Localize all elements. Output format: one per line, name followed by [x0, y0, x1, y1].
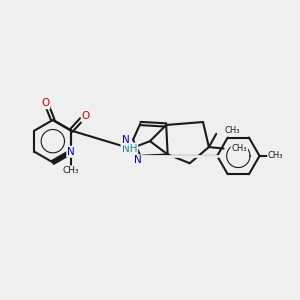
Text: N: N — [122, 135, 130, 145]
Text: N: N — [134, 155, 141, 165]
Text: O: O — [41, 98, 49, 108]
Text: CH₃: CH₃ — [268, 152, 283, 160]
Text: CH₃: CH₃ — [224, 126, 240, 135]
Text: NH: NH — [122, 143, 137, 154]
Text: N: N — [67, 147, 75, 157]
Text: CH₃: CH₃ — [232, 144, 247, 153]
Text: O: O — [82, 111, 90, 122]
Text: CH₃: CH₃ — [63, 167, 80, 176]
